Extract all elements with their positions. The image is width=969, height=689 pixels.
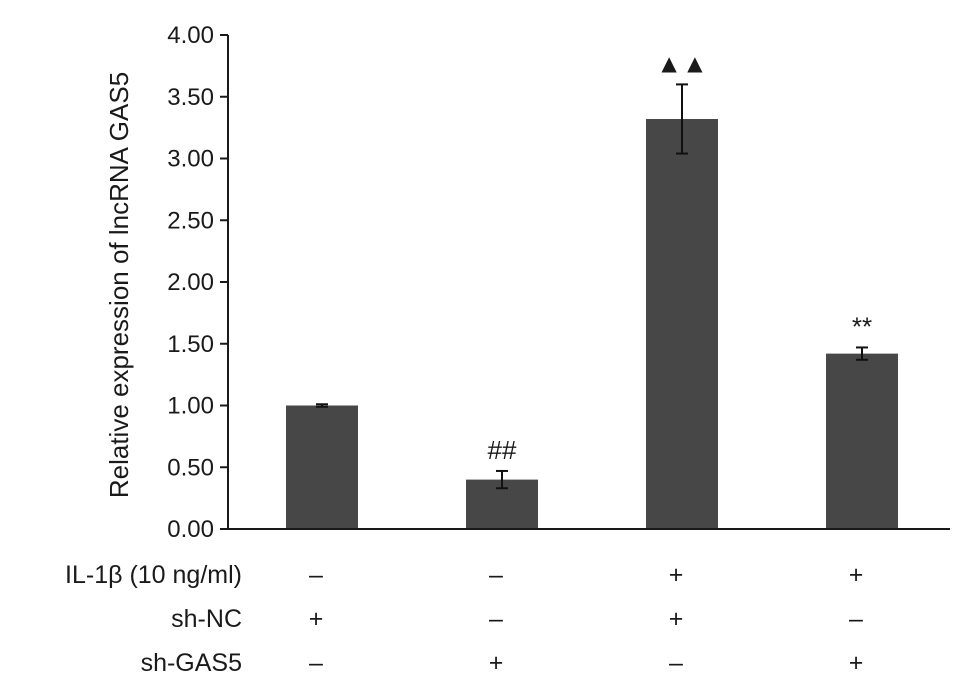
condition-mark: – xyxy=(489,561,503,589)
y-tick-label: 2.50 xyxy=(167,207,214,234)
condition-mark: + xyxy=(669,561,684,589)
significance-label: ## xyxy=(488,435,517,465)
bar xyxy=(646,118,718,529)
condition-table: IL-1β (10 ng/ml) – – + + sh-NC + – + – sh-GAS5 – + – + xyxy=(65,561,863,677)
y-tick-label: 3.00 xyxy=(167,146,214,173)
condition-mark: – xyxy=(849,605,863,633)
y-tick-label: 3.50 xyxy=(167,84,214,111)
condition-mark: + xyxy=(849,561,864,589)
y-axis-title: Relative expression of lncRNA GAS5 xyxy=(104,72,134,498)
y-tick-label: 1.00 xyxy=(167,393,214,420)
condition-mark: – xyxy=(669,649,683,677)
condition-label: IL-1β (10 ng/ml) xyxy=(65,561,242,589)
significance-label: ▲▲ xyxy=(656,48,707,78)
condition-mark: – xyxy=(489,605,503,633)
condition-mark: + xyxy=(489,649,504,677)
y-tick-label: 2.00 xyxy=(167,269,214,296)
y-axis: 0.00 0.50 1.00 1.50 2.00 2.50 3.00 3.50 4.00 xyxy=(167,22,229,543)
condition-mark: – xyxy=(309,561,323,589)
y-tick-label: 1.50 xyxy=(167,331,214,358)
y-tick-label: 0.00 xyxy=(167,516,214,543)
significance-label: ** xyxy=(852,311,872,341)
condition-label: sh-GAS5 xyxy=(141,649,242,677)
y-tick-label: 4.00 xyxy=(167,22,214,49)
bar xyxy=(826,353,898,529)
condition-mark: + xyxy=(309,605,324,633)
y-tick-label: 0.50 xyxy=(167,454,214,481)
condition-mark: + xyxy=(849,649,864,677)
condition-mark: – xyxy=(309,649,323,677)
condition-mark: + xyxy=(669,605,684,633)
condition-label: sh-NC xyxy=(171,605,242,633)
bars: ## ▲▲ ** xyxy=(286,48,898,529)
bar xyxy=(286,405,358,529)
